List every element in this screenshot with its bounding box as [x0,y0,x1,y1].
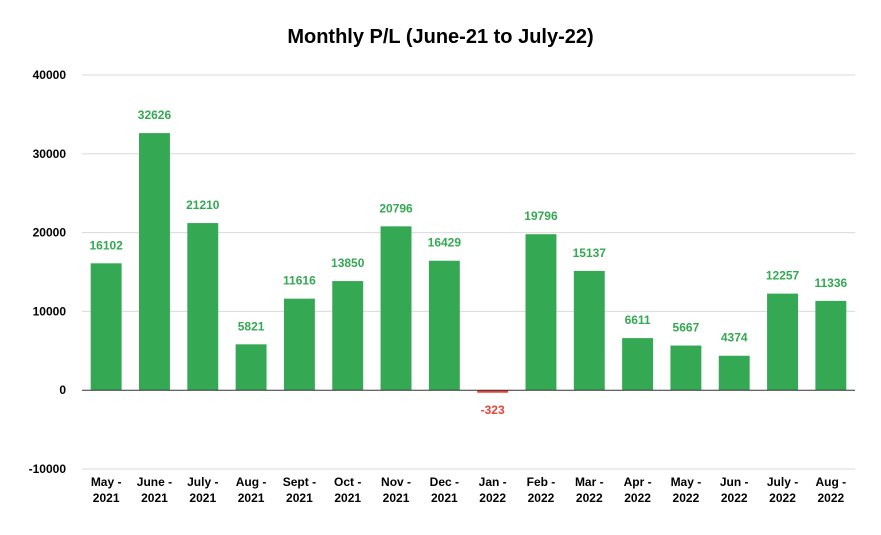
data-label: 20796 [379,201,413,215]
x-tick-label: Jun - [720,475,749,489]
bar [428,260,460,391]
y-tick-label: -10000 [29,462,67,476]
data-label: 32626 [138,108,172,122]
bar [525,234,557,391]
x-tick-label: 2021 [383,491,410,505]
data-label: 4374 [721,331,748,345]
data-label: 19796 [524,209,558,223]
chart-title: Monthly P/L (June-21 to July-22) [287,26,594,48]
x-tick-label: 2021 [431,491,458,505]
data-label: 12257 [766,269,800,283]
bar [187,223,219,391]
data-label: 15137 [573,246,607,260]
x-tick-label: 2022 [576,491,603,505]
data-label: 21210 [186,198,220,212]
x-tick-label: Mar - [575,475,604,489]
x-tick-label: 2021 [189,491,216,505]
data-label: 11336 [814,276,847,290]
x-tick-label: 2022 [479,491,506,505]
x-tick-label: Nov - [381,475,411,489]
bar [139,133,170,391]
y-tick-label: 20000 [33,226,67,240]
bar [477,390,509,393]
x-tick-label: Feb - [527,475,556,489]
x-tick-label: Aug - [816,475,847,489]
x-tick-label: July - [187,475,218,489]
x-tick-label: Dec - [430,475,459,489]
bar [718,355,750,391]
bar [380,226,412,391]
x-tick-label: 2021 [141,491,168,505]
x-tick-label: 2021 [93,491,120,505]
data-label: 5667 [673,321,700,335]
bar [283,298,315,391]
x-tick-label: 2022 [528,491,555,505]
x-tick-label: 2022 [817,491,844,505]
x-tick-label: 2022 [673,491,700,505]
x-tick-label: Aug - [236,475,267,489]
x-tick-label: 2021 [238,491,265,505]
x-tick-label: Oct - [334,475,361,489]
x-tick-label: 2021 [286,491,313,505]
x-tick-label: Jan - [479,475,507,489]
x-tick-label: 2022 [624,491,651,505]
y-tick-label: 30000 [33,147,67,161]
data-label: 6611 [625,313,651,327]
bar [90,263,122,391]
y-tick-label: 10000 [33,304,67,318]
x-tick-label: Apr - [624,475,652,489]
data-label: 11616 [283,274,316,288]
x-tick-label: June - [137,475,172,489]
bar [622,338,654,391]
x-tick-label: 2021 [334,491,361,505]
x-tick-label: July - [767,475,798,489]
data-label: 16102 [89,238,123,252]
bar [235,344,267,391]
x-tick-label: May - [91,475,122,489]
bar [670,345,702,391]
data-label: 13850 [331,256,365,270]
data-label: -323 [481,403,505,417]
x-tick-label: 2022 [769,491,796,505]
x-tick-label: 2022 [721,491,748,505]
bar [767,293,798,391]
y-tick-label: 0 [59,383,66,397]
data-label: 5821 [238,319,265,333]
bar [573,270,605,391]
bar [815,300,847,391]
data-label: 16429 [428,236,462,250]
y-tick-label: 40000 [33,68,67,82]
x-tick-label: Sept - [283,475,316,489]
bar [332,281,364,391]
x-tick-label: May - [671,475,702,489]
